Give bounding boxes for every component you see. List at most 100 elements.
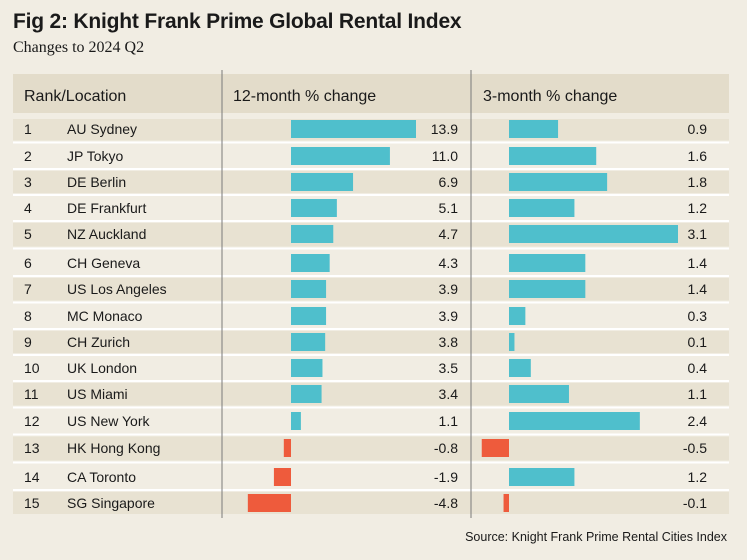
bar-3-month xyxy=(509,120,559,138)
bar-3-month xyxy=(509,225,678,243)
value-12-month: 3.4 xyxy=(439,386,459,402)
value-12-month: 1.1 xyxy=(439,413,459,429)
location-label: SG Singapore xyxy=(67,495,155,511)
bar-12-month xyxy=(291,225,334,243)
value-12-month: 3.8 xyxy=(439,334,459,350)
bar-12-month xyxy=(283,439,291,457)
value-3-month: 0.4 xyxy=(688,360,708,376)
header-12-month: 12-month % change xyxy=(233,88,376,105)
value-3-month: -0.5 xyxy=(683,440,707,456)
location-label: HK Hong Kong xyxy=(67,440,160,456)
value-3-month: 1.4 xyxy=(688,281,708,297)
bar-3-month xyxy=(509,385,569,403)
bar-3-month xyxy=(509,468,575,486)
rank-label: 13 xyxy=(24,440,40,456)
bar-3-month xyxy=(509,333,515,351)
header-rank-location: Rank/Location xyxy=(24,88,126,105)
rank-label: 1 xyxy=(24,121,32,137)
row-band xyxy=(13,492,729,514)
bar-3-month xyxy=(481,439,509,457)
location-label: NZ Auckland xyxy=(67,226,146,242)
value-3-month: 1.1 xyxy=(688,386,708,402)
bar-12-month xyxy=(291,412,301,430)
rank-label: 12 xyxy=(24,413,40,429)
rank-label: 15 xyxy=(24,495,40,511)
bar-12-month xyxy=(247,494,291,512)
bar-12-month xyxy=(291,385,322,403)
bar-3-month xyxy=(509,412,640,430)
row-band xyxy=(13,436,729,461)
value-12-month: 3.9 xyxy=(439,281,459,297)
value-3-month: 3.1 xyxy=(688,226,708,242)
rank-label: 6 xyxy=(24,255,32,271)
value-12-month: -1.9 xyxy=(434,469,458,485)
row-band xyxy=(13,331,729,353)
value-12-month: 6.9 xyxy=(439,174,459,190)
location-label: JP Tokyo xyxy=(67,148,124,164)
header-band xyxy=(13,74,729,113)
location-label: DE Berlin xyxy=(67,174,126,190)
value-3-month: 1.6 xyxy=(688,148,708,164)
location-label: US Los Angeles xyxy=(67,281,167,297)
rank-label: 3 xyxy=(24,174,32,190)
location-label: MC Monaco xyxy=(67,308,143,324)
rank-label: 7 xyxy=(24,281,32,297)
value-3-month: 2.4 xyxy=(688,413,708,429)
rank-label: 11 xyxy=(24,386,39,402)
value-12-month: 5.1 xyxy=(439,200,459,216)
rank-label: 5 xyxy=(24,226,32,242)
bar-3-month xyxy=(509,173,608,191)
location-label: CA Toronto xyxy=(67,469,136,485)
value-3-month: 0.9 xyxy=(688,121,708,137)
bar-3-month xyxy=(509,307,526,325)
bar-12-month xyxy=(291,173,354,191)
location-label: US New York xyxy=(67,413,150,429)
bar-3-month xyxy=(509,147,597,165)
bar-3-month xyxy=(509,254,586,272)
location-label: CH Zurich xyxy=(67,334,130,350)
bar-12-month xyxy=(291,307,327,325)
bar-3-month xyxy=(509,280,586,298)
header-3-month: 3-month % change xyxy=(483,88,617,105)
location-label: DE Frankfurt xyxy=(67,200,146,216)
chart-title: Fig 2: Knight Frank Prime Global Rental … xyxy=(13,10,462,33)
bar-12-month xyxy=(291,120,416,138)
value-12-month: 4.3 xyxy=(439,255,459,271)
bar-12-month xyxy=(291,359,323,377)
value-3-month: 1.2 xyxy=(688,469,708,485)
rank-label: 10 xyxy=(24,360,40,376)
source-note: Source: Knight Frank Prime Rental Cities… xyxy=(465,530,727,544)
bar-12-month xyxy=(291,199,337,217)
location-label: US Miami xyxy=(67,386,128,402)
value-3-month: 1.2 xyxy=(688,200,708,216)
bar-12-month xyxy=(291,147,390,165)
value-12-month: -0.8 xyxy=(434,440,458,456)
location-label: UK London xyxy=(67,360,137,376)
bar-12-month xyxy=(291,333,326,351)
bar-12-month xyxy=(291,280,327,298)
chart-subtitle: Changes to 2024 Q2 xyxy=(13,39,145,56)
rank-label: 8 xyxy=(24,308,32,324)
value-12-month: 11.0 xyxy=(432,148,458,164)
value-12-month: 4.7 xyxy=(439,226,459,242)
rank-label: 2 xyxy=(24,148,32,164)
location-label: AU Sydney xyxy=(67,121,137,137)
value-12-month: 3.9 xyxy=(439,308,459,324)
bar-12-month xyxy=(291,254,330,272)
location-label: CH Geneva xyxy=(67,255,140,271)
rank-label: 9 xyxy=(24,334,32,350)
value-12-month: -4.8 xyxy=(434,495,458,511)
bar-12-month xyxy=(273,468,291,486)
rank-label: 4 xyxy=(24,200,32,216)
value-12-month: 13.9 xyxy=(431,121,458,137)
value-3-month: -0.1 xyxy=(683,495,707,511)
value-3-month: 0.1 xyxy=(688,334,708,350)
value-3-month: 0.3 xyxy=(688,308,708,324)
value-3-month: 1.4 xyxy=(688,255,708,271)
bar-3-month xyxy=(509,199,575,217)
value-3-month: 1.8 xyxy=(688,174,708,190)
bar-3-month xyxy=(503,494,509,512)
bar-3-month xyxy=(509,359,531,377)
value-12-month: 3.5 xyxy=(439,360,459,376)
